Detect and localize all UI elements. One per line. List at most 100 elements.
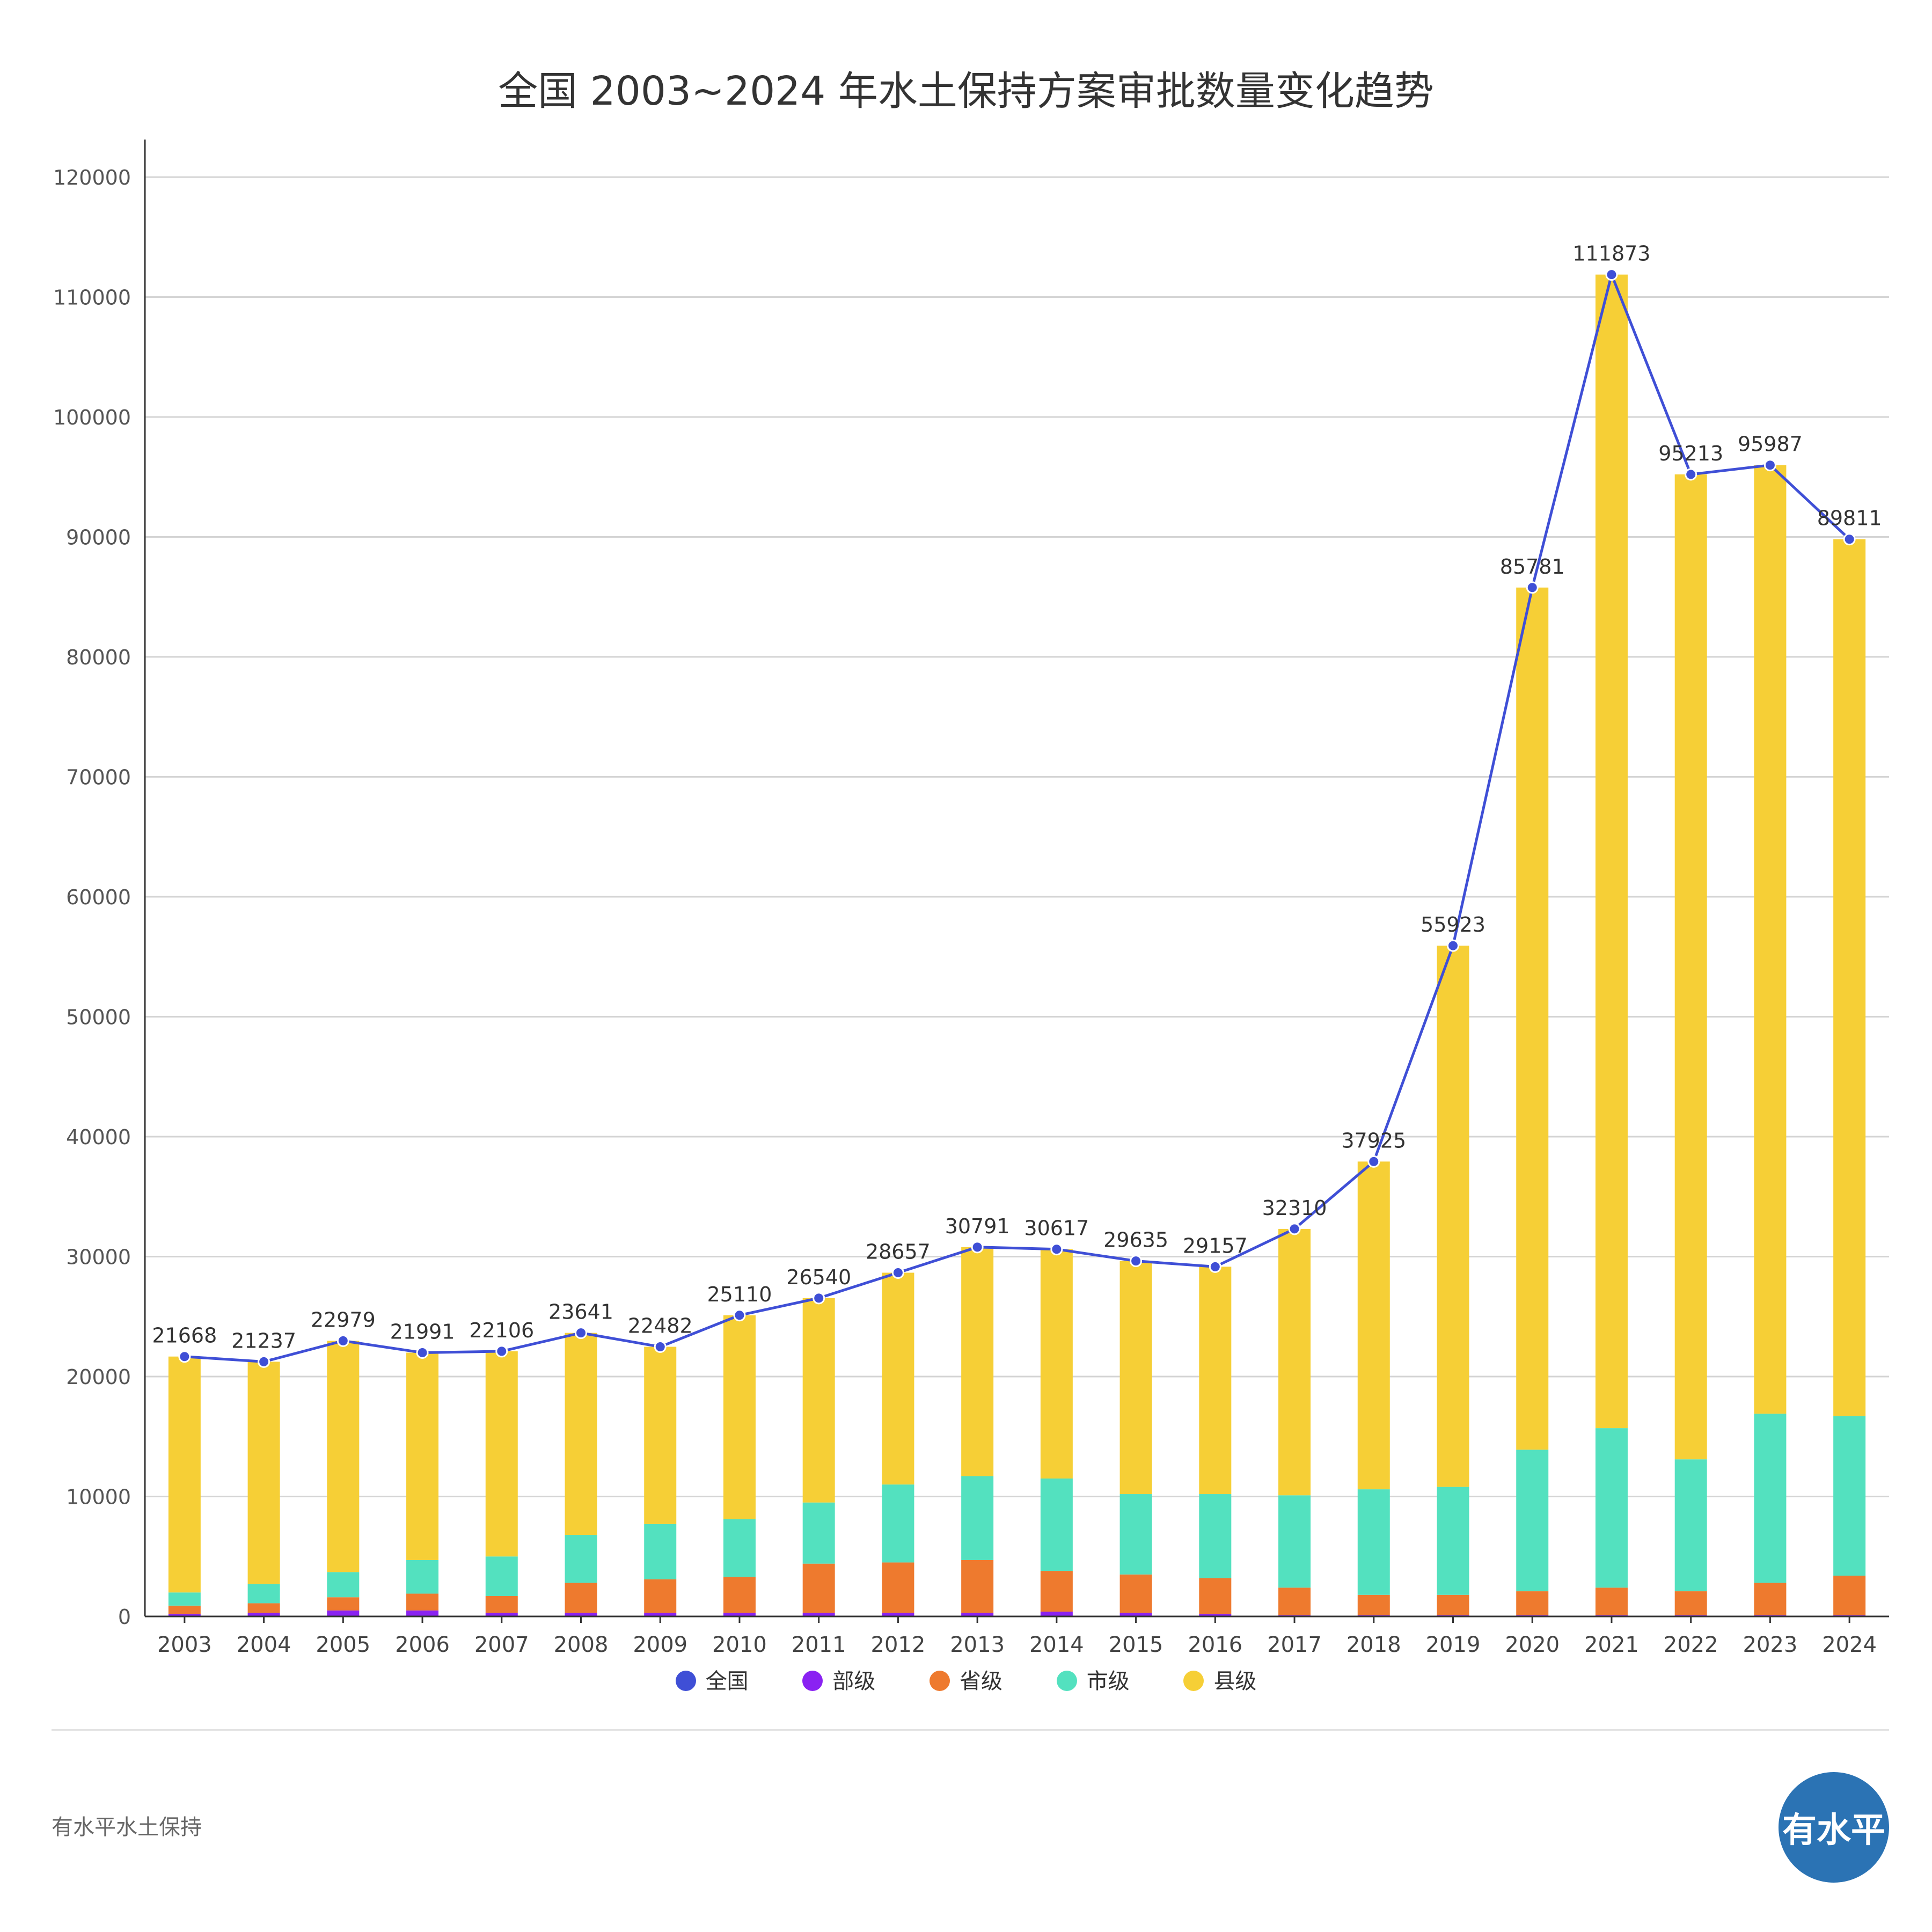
bar-segment[interactable]: [168, 1605, 201, 1614]
bar-segment[interactable]: [1040, 1612, 1073, 1616]
bar-segment[interactable]: [1833, 539, 1866, 1416]
bar-segment[interactable]: [168, 1614, 201, 1616]
bar-segment[interactable]: [327, 1597, 360, 1611]
bar-segment[interactable]: [723, 1577, 756, 1613]
bar-segment[interactable]: [1595, 274, 1628, 1429]
bar-segment[interactable]: [247, 1584, 280, 1604]
bar-segment[interactable]: [723, 1613, 756, 1616]
bar-segment[interactable]: [1437, 1487, 1469, 1595]
bar-segment[interactable]: [1040, 1571, 1073, 1612]
line-point[interactable]: [1685, 468, 1697, 481]
bar-segment[interactable]: [644, 1613, 677, 1616]
bar-segment[interactable]: [961, 1476, 994, 1560]
bar-segment[interactable]: [644, 1346, 677, 1524]
bar-segment[interactable]: [1278, 1587, 1311, 1615]
bar-segment[interactable]: [1595, 1428, 1628, 1588]
bar-segment[interactable]: [802, 1563, 835, 1613]
bar-segment[interactable]: [961, 1613, 994, 1616]
bar-segment[interactable]: [406, 1593, 439, 1611]
bar-segment[interactable]: [1199, 1494, 1232, 1578]
line-point[interactable]: [495, 1345, 508, 1358]
bar-segment[interactable]: [1357, 1161, 1390, 1490]
bar-segment[interactable]: [1278, 1228, 1311, 1496]
bar-segment[interactable]: [1754, 1414, 1787, 1583]
bar-segment[interactable]: [1199, 1614, 1232, 1616]
bar-segment[interactable]: [1674, 1591, 1707, 1615]
line-point[interactable]: [575, 1327, 587, 1340]
bar-segment[interactable]: [406, 1610, 439, 1616]
bar-segment[interactable]: [406, 1352, 439, 1560]
line-point[interactable]: [416, 1346, 429, 1359]
line-point[interactable]: [178, 1350, 191, 1363]
bar-segment[interactable]: [1040, 1249, 1073, 1479]
bar-segment[interactable]: [1516, 1450, 1549, 1592]
line-point[interactable]: [1209, 1260, 1221, 1273]
bar-segment[interactable]: [644, 1524, 677, 1579]
bar-segment[interactable]: [247, 1603, 280, 1613]
legend-item-national[interactable]: 全国: [675, 1664, 749, 1695]
bar-segment[interactable]: [882, 1562, 914, 1613]
bar-segment[interactable]: [327, 1341, 360, 1572]
bar-segment[interactable]: [485, 1556, 518, 1597]
bar-segment[interactable]: [565, 1333, 597, 1535]
bar-segment[interactable]: [802, 1613, 835, 1616]
legend-item-county[interactable]: 县级: [1183, 1664, 1256, 1695]
line-point[interactable]: [733, 1309, 746, 1322]
bar-segment[interactable]: [1754, 1583, 1787, 1615]
bar-segment[interactable]: [1833, 1416, 1866, 1576]
line-point[interactable]: [1447, 939, 1459, 952]
line-point[interactable]: [813, 1292, 825, 1305]
bar-segment[interactable]: [1674, 1459, 1707, 1592]
bar-segment[interactable]: [1754, 465, 1787, 1414]
bar-segment[interactable]: [485, 1351, 518, 1557]
bar-segment[interactable]: [485, 1596, 518, 1613]
bar-segment[interactable]: [406, 1560, 439, 1594]
line-point[interactable]: [336, 1334, 349, 1347]
bar-segment[interactable]: [565, 1583, 597, 1613]
bar-segment[interactable]: [1833, 1576, 1866, 1615]
bar-segment[interactable]: [802, 1298, 835, 1503]
bar-segment[interactable]: [961, 1560, 994, 1613]
line-point[interactable]: [258, 1355, 270, 1368]
bar-segment[interactable]: [1674, 474, 1707, 1460]
line-point[interactable]: [971, 1241, 984, 1254]
bar-segment[interactable]: [723, 1315, 756, 1519]
line-point[interactable]: [1763, 459, 1776, 472]
legend-item-ministry[interactable]: 部级: [802, 1664, 875, 1695]
bar-segment[interactable]: [882, 1613, 914, 1616]
line-point[interactable]: [1288, 1223, 1301, 1235]
line-point[interactable]: [1130, 1255, 1143, 1268]
bar-segment[interactable]: [247, 1362, 280, 1584]
bar-segment[interactable]: [327, 1572, 360, 1598]
bar-segment[interactable]: [1119, 1574, 1152, 1613]
bar-segment[interactable]: [1119, 1494, 1152, 1575]
legend-item-city[interactable]: 市级: [1056, 1664, 1130, 1695]
bar-segment[interactable]: [1437, 946, 1469, 1487]
bar-segment[interactable]: [644, 1579, 677, 1613]
bar-segment[interactable]: [565, 1535, 597, 1583]
line-point[interactable]: [1367, 1155, 1380, 1168]
bar-segment[interactable]: [1119, 1613, 1152, 1616]
bar-segment[interactable]: [1357, 1489, 1390, 1595]
line-point[interactable]: [1843, 533, 1856, 546]
bar-segment[interactable]: [1357, 1594, 1390, 1615]
line-point[interactable]: [1050, 1243, 1063, 1256]
line-point[interactable]: [1526, 581, 1539, 594]
line-point[interactable]: [891, 1267, 904, 1279]
line-point[interactable]: [654, 1341, 667, 1353]
bar-segment[interactable]: [485, 1613, 518, 1616]
bar-segment[interactable]: [1516, 1591, 1549, 1615]
bar-segment[interactable]: [168, 1356, 201, 1593]
bar-segment[interactable]: [1199, 1578, 1232, 1614]
bar-segment[interactable]: [565, 1613, 597, 1616]
bar-segment[interactable]: [882, 1484, 914, 1563]
bar-segment[interactable]: [1278, 1495, 1311, 1588]
legend-item-province[interactable]: 省级: [930, 1664, 1002, 1695]
bar-segment[interactable]: [1595, 1587, 1628, 1615]
bar-segment[interactable]: [247, 1613, 280, 1616]
bar-segment[interactable]: [1437, 1594, 1469, 1615]
bar-segment[interactable]: [1516, 587, 1549, 1450]
bar-segment[interactable]: [327, 1610, 360, 1616]
bar-segment[interactable]: [1199, 1267, 1232, 1495]
bar-segment[interactable]: [1119, 1261, 1152, 1495]
